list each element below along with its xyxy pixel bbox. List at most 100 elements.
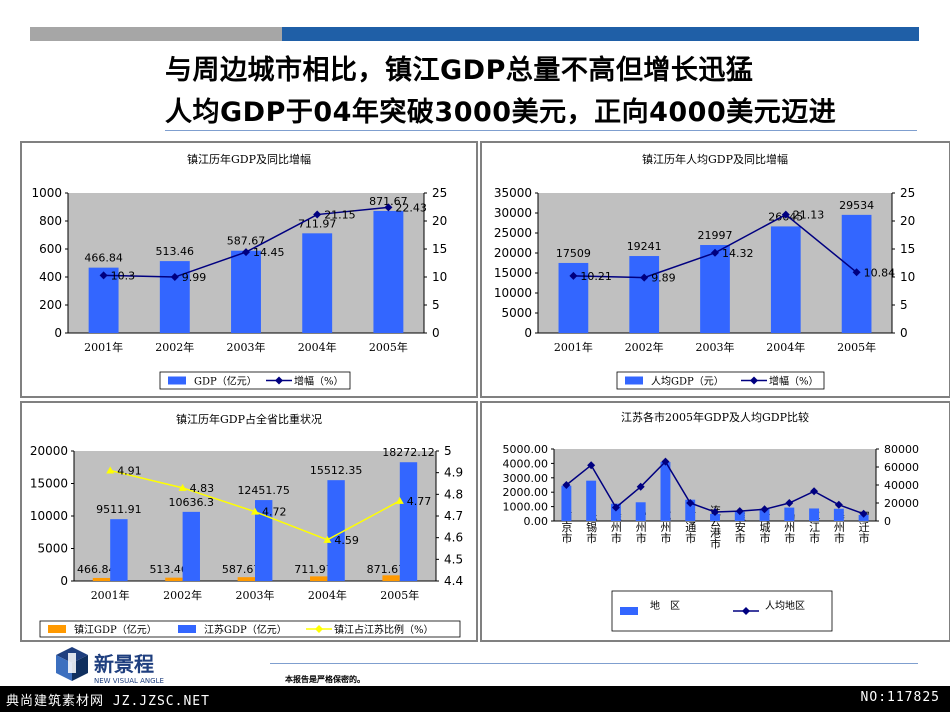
y2-tick-label: 25 [900, 186, 915, 200]
data-label: 587.67 [222, 563, 261, 576]
data-label: 513.46 [149, 563, 188, 576]
line-point [251, 507, 259, 515]
legend-label: 增幅（%） [294, 375, 344, 388]
line-point [661, 457, 670, 466]
bar [685, 499, 696, 521]
chart-title: 镇江历年GDP及同比增幅 [187, 152, 311, 166]
y2-tick-label: 80000 [884, 443, 919, 456]
legend-box [616, 371, 825, 390]
line-point [735, 507, 744, 516]
bar [302, 233, 333, 333]
y2-tick-label: 25 [432, 186, 447, 200]
line-point [562, 481, 571, 489]
data-label: 19241 [627, 240, 662, 253]
data-label: 466.84 [84, 252, 123, 265]
data-label: 711.97 [298, 217, 337, 230]
y-tick-label: 20000 [30, 444, 68, 458]
watermark-right: NO:117825 [860, 690, 940, 705]
y-tick-label: 600 [39, 242, 62, 256]
data-label: 9511.91 [96, 503, 142, 516]
footer-divider [270, 663, 918, 664]
y-tick-label: 1000 [31, 186, 62, 200]
line-point [395, 496, 404, 504]
legend-label: 增幅（%） [769, 375, 819, 388]
line-label: 9.89 [651, 272, 676, 285]
bar [327, 480, 345, 581]
confidential-note: 本报告是严格保密的。 [285, 675, 365, 684]
line-point [106, 466, 115, 474]
y2-tick-label: 4.4 [444, 574, 463, 588]
y-tick-label: 1000.00 [503, 501, 549, 514]
chart-title: 镇江历年GDP占全省比重状况 [176, 412, 322, 426]
y2-tick-label: 0 [432, 326, 440, 340]
bar [399, 462, 418, 581]
y2-tick-label: 10 [900, 270, 915, 284]
bar [833, 508, 844, 521]
line-label: 14.45 [253, 246, 285, 259]
y-tick-label: 5000.00 [503, 443, 549, 456]
y-tick-label: 0 [524, 326, 532, 340]
y-tick-label: 20000 [494, 246, 532, 260]
y-tick-label: 0 [54, 326, 62, 340]
line-label: 4.59 [334, 534, 359, 547]
legend-swatch [178, 625, 196, 633]
data-label: 466.84 [77, 563, 116, 576]
y-tick-label: 10000 [494, 286, 532, 300]
line-label: 4.91 [117, 465, 142, 478]
line-point [834, 500, 843, 509]
bar [759, 508, 770, 521]
legend-label: 人均地区 [765, 599, 805, 612]
legend-marker [742, 607, 750, 615]
legend-swatch [48, 625, 66, 633]
bar [237, 577, 255, 581]
bar [373, 210, 404, 333]
line-label: 4.77 [407, 495, 432, 508]
bar [700, 245, 730, 333]
y-tick-label: 4000.00 [503, 457, 549, 470]
x-tick-label: 2003年 [696, 340, 735, 354]
data-label: 21997 [698, 229, 733, 242]
chart-per-capita-growth: 镇江历年人均GDP及同比增幅 35000 30000 25000 20000 15000 1… [494, 152, 915, 390]
line-label: 10.84 [864, 266, 896, 279]
y-tick-label: 35000 [494, 186, 532, 200]
line-point [178, 483, 187, 491]
line-point [781, 210, 790, 219]
y-tick-label: 0.00 [524, 515, 549, 528]
line-point [640, 273, 649, 282]
y-tick-label: 15000 [494, 266, 532, 280]
bar [310, 576, 328, 581]
y2-tick-label: 60000 [884, 461, 919, 474]
data-label: 17509 [556, 247, 591, 260]
data-label: 711.97 [294, 563, 333, 576]
bar [110, 519, 128, 581]
data-label: 587.67 [227, 235, 266, 248]
legend-box [39, 620, 461, 638]
line-point [323, 535, 332, 543]
header-gray-bar [30, 27, 282, 41]
y2-tick-label: 20 [900, 214, 915, 228]
y2-tick-label: 0 [900, 326, 908, 340]
y2-tick-label: 40000 [884, 479, 919, 492]
line-point [242, 248, 250, 257]
legend-box [159, 371, 351, 390]
line-label: 21.13 [793, 209, 825, 222]
line-point [569, 271, 578, 280]
y2-tick-label: 0 [884, 515, 891, 528]
line-label: 10.21 [580, 270, 612, 283]
data-label: 10636.3 [169, 496, 215, 509]
y-tick-label: 10000 [30, 509, 68, 523]
y-tick-label: 3000.00 [503, 472, 549, 485]
data-label: 29534 [839, 199, 874, 212]
x-tick-label: 2005年 [380, 588, 419, 602]
y-tick-label: 5000 [37, 542, 68, 556]
y2-tick-label: 10 [432, 270, 447, 284]
bar [734, 511, 745, 521]
y-tick-label: 0 [60, 574, 68, 588]
chart-panel-share: 镇江历年GDP占全省比重状况 20000 15000 10000 5000 0 5 4.9 4.… [20, 401, 478, 642]
bar [770, 226, 801, 333]
x-tick-label: 2003年 [227, 340, 266, 354]
line-point [852, 268, 861, 277]
line-point [587, 461, 596, 470]
bar [165, 577, 183, 581]
